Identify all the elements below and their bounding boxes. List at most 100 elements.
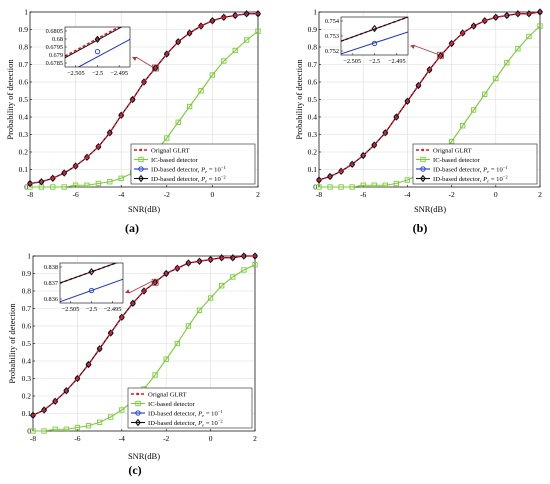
y-tick-label: 1 (27, 252, 31, 261)
data-point (76, 377, 79, 380)
data-point (526, 33, 532, 40)
legend-math-tail: = 10 (207, 176, 221, 183)
legend-math-subscript: e (205, 169, 207, 174)
y-tick-label: 0 (24, 183, 28, 192)
legend-label-text: ID-based detector, (151, 176, 201, 183)
data-point (163, 269, 170, 278)
legend-math-symbol: P (200, 176, 205, 183)
inset-y-tick-label: 0.753 (325, 33, 339, 40)
legend-exponent: −2 (503, 174, 509, 179)
data-point (218, 254, 225, 262)
data-point (350, 163, 354, 166)
data-point (152, 372, 158, 378)
y-tick-label: 0.8 (22, 287, 32, 296)
legend-box (412, 143, 538, 185)
panel-label: (c) (128, 463, 141, 477)
data-point (74, 164, 77, 168)
callout-arrow-line (413, 45, 438, 55)
data-point (362, 154, 365, 157)
y-tick-label: 0.5 (22, 339, 32, 348)
data-point (483, 19, 486, 22)
data-point (108, 131, 112, 134)
legend-swatch-marker (139, 148, 143, 152)
legend-box (130, 143, 256, 185)
data-point (243, 37, 250, 43)
data-point (65, 389, 68, 392)
legend-math-tail: = 10 (489, 176, 503, 183)
data-point (317, 178, 321, 182)
y-tick-label: 0.2 (308, 148, 318, 157)
data-point (207, 295, 214, 301)
data-point (72, 182, 79, 188)
data-point (109, 331, 112, 335)
x-tick-label: -2 (448, 190, 454, 199)
data-point (256, 12, 260, 15)
legend-item-1: Orignal GLRT (416, 147, 472, 154)
y-tick-label: 0 (313, 183, 317, 192)
data-point (472, 24, 475, 28)
data-point (242, 254, 246, 258)
data-point (515, 10, 521, 18)
legend-item-2: IC-based detector (416, 156, 480, 164)
y-axis-label: Probability of detection (5, 59, 15, 140)
y-tick-label: 1 (24, 8, 28, 17)
y-tick-label: 0.1 (308, 165, 318, 174)
data-point (211, 19, 214, 22)
legend-swatch-marker (421, 148, 425, 152)
legend-math-subscript: e (487, 178, 489, 183)
data-point (231, 256, 234, 259)
inset-data-point (371, 24, 378, 33)
legend-item-3: ID-based detector, Pe = 10−1 (131, 409, 223, 418)
data-point (349, 160, 356, 168)
data-point (232, 47, 238, 54)
data-point (165, 272, 168, 275)
data-point (384, 131, 387, 134)
data-point (448, 138, 455, 145)
data-point (54, 400, 57, 403)
data-point (50, 184, 56, 190)
inset-series-line (341, 17, 408, 42)
legend-math-subscript: e (202, 422, 204, 427)
y-tick-label: 0.9 (19, 25, 29, 34)
x-tick-label: 2 (538, 190, 542, 199)
inset-series-group (65, 27, 130, 67)
chart-panel-3: -8 -6 -4 -2 0 2 0 0.1 0.2 0.3 0.4 0.5 0.6 0.7 0.8 0.9 1 S… (7, 252, 258, 477)
inset-series-line (78, 38, 130, 67)
data-point (174, 340, 180, 347)
inset-series-line (65, 27, 121, 57)
y-tick-label: 0.3 (22, 374, 32, 383)
legend-swatch-marker (420, 174, 426, 183)
inset-y-tick-label: 0.837 (44, 280, 58, 287)
data-point (187, 261, 190, 265)
inset-series-group (341, 17, 408, 55)
inset-series-line (65, 27, 123, 59)
data-point (219, 283, 225, 289)
data-point (537, 23, 543, 29)
data-point (177, 40, 180, 43)
y-tick-label: 0.3 (308, 130, 318, 139)
inset-series-line (60, 278, 123, 303)
legend-math-symbol: P (197, 410, 202, 417)
legend-label-text: IC-based detector (151, 157, 198, 164)
series-1 (317, 10, 542, 182)
legend-swatch-marker (138, 156, 144, 163)
panel-label: (b) (413, 221, 428, 235)
inset-x-tick-label: −2.495 (388, 58, 406, 65)
inset-series-group (60, 263, 123, 303)
data-point (482, 91, 488, 97)
legend-math-subscript: e (487, 169, 489, 174)
data-point (62, 171, 66, 175)
data-point (450, 42, 453, 45)
legend-swatch-marker (136, 392, 140, 396)
y-tick-label: 0.7 (19, 60, 29, 69)
data-point (129, 95, 136, 104)
legend-math-symbol: P (197, 420, 202, 427)
inset-x-tick-label: −2.495 (110, 70, 128, 77)
legend-label: Orignal GLRT (433, 147, 472, 154)
data-point (131, 302, 135, 305)
data-point (27, 184, 33, 190)
data-point (395, 115, 398, 119)
y-tick-label: 0.7 (22, 304, 32, 313)
